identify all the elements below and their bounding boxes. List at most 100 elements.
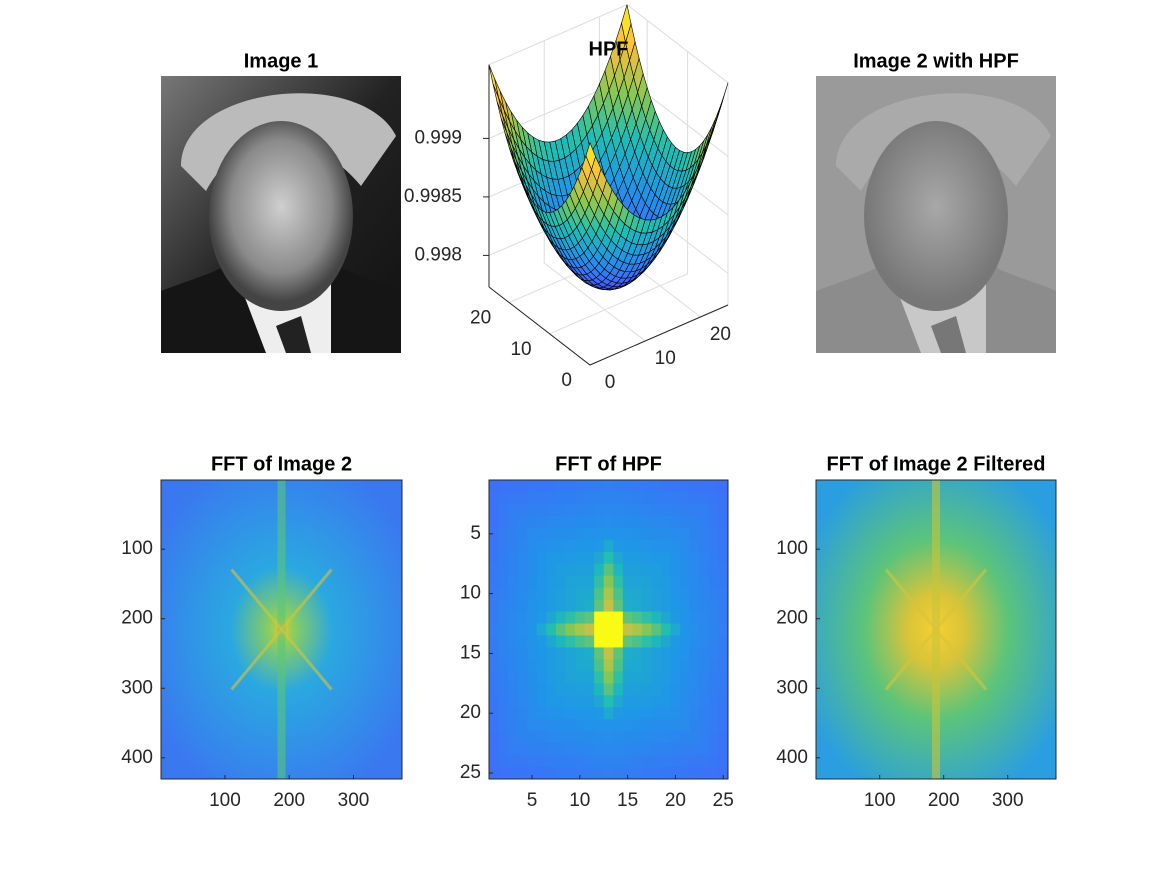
cell — [489, 587, 500, 601]
cell — [699, 707, 710, 720]
cell — [603, 539, 614, 553]
cell — [680, 695, 691, 708]
cell — [641, 539, 653, 553]
cell — [632, 515, 643, 529]
cell — [555, 659, 566, 672]
cell — [489, 695, 500, 708]
cell — [689, 719, 700, 732]
cell — [670, 707, 681, 720]
subplot-title: FFT of Image 2 — [211, 453, 352, 475]
cell — [565, 731, 576, 744]
cell — [641, 719, 653, 732]
cell — [622, 551, 633, 565]
cell — [527, 563, 538, 577]
cell — [661, 539, 672, 553]
cell — [498, 551, 509, 565]
cell — [689, 587, 700, 601]
cell — [641, 695, 653, 708]
cell — [613, 611, 624, 625]
cell — [661, 587, 672, 601]
cell — [498, 599, 509, 613]
cell — [555, 623, 566, 636]
cell — [680, 707, 691, 720]
cell — [708, 683, 719, 696]
cell — [498, 491, 509, 505]
cell — [708, 707, 719, 720]
cell — [670, 755, 681, 768]
cell — [527, 611, 538, 625]
cell — [689, 695, 700, 708]
cell — [689, 527, 700, 541]
cell — [708, 539, 719, 553]
cell — [517, 611, 528, 625]
cell — [546, 563, 557, 577]
cell — [632, 767, 643, 780]
cell — [699, 599, 710, 613]
cell — [613, 647, 624, 660]
cell — [498, 563, 509, 577]
cell — [661, 731, 672, 744]
cell — [632, 707, 643, 720]
cell — [594, 587, 605, 601]
cell — [575, 480, 586, 493]
cell — [584, 695, 595, 708]
cell — [517, 599, 528, 613]
cell — [699, 539, 710, 553]
cell — [603, 480, 614, 493]
cell — [565, 659, 576, 672]
surface-patch — [585, 141, 596, 171]
cell — [575, 503, 586, 517]
cell — [546, 503, 557, 517]
cell — [565, 743, 576, 756]
cell — [670, 599, 681, 613]
cell — [575, 683, 586, 696]
cell — [670, 647, 681, 660]
cell — [508, 480, 519, 493]
cell — [718, 491, 729, 505]
cell — [680, 719, 691, 732]
cell — [536, 731, 547, 744]
cell — [661, 491, 672, 505]
cell — [555, 599, 566, 613]
cell — [622, 527, 633, 541]
cell — [546, 683, 557, 696]
cell — [661, 767, 672, 780]
cell — [680, 743, 691, 756]
cell — [680, 647, 691, 660]
cell — [689, 767, 700, 780]
cell — [670, 527, 681, 541]
cell — [575, 695, 586, 708]
cell — [584, 719, 595, 732]
cell — [680, 731, 691, 744]
cell — [546, 743, 557, 756]
x-tick-label: 15 — [617, 790, 638, 811]
cell — [565, 599, 576, 613]
cell — [603, 731, 614, 744]
cell — [594, 480, 605, 493]
y-tick-label: 5 — [470, 523, 481, 544]
cell — [536, 635, 547, 648]
cell — [689, 480, 700, 493]
cell — [670, 480, 681, 493]
cell — [508, 515, 519, 529]
cell — [718, 671, 729, 684]
cell — [594, 767, 605, 780]
cell — [498, 527, 509, 541]
cell — [517, 575, 528, 589]
cell — [661, 515, 672, 529]
cell — [555, 539, 566, 553]
cell — [622, 491, 633, 505]
grid-line — [549, 51, 689, 335]
cell — [536, 539, 547, 553]
cell — [555, 731, 566, 744]
cell — [718, 599, 729, 613]
cell — [527, 767, 538, 780]
z-tick-label: 0.998 — [414, 244, 462, 265]
cell — [546, 659, 557, 672]
cell — [661, 563, 672, 577]
cell — [699, 695, 710, 708]
cell — [613, 599, 624, 613]
cell — [680, 623, 691, 636]
cell — [651, 671, 662, 684]
cell — [622, 587, 633, 601]
